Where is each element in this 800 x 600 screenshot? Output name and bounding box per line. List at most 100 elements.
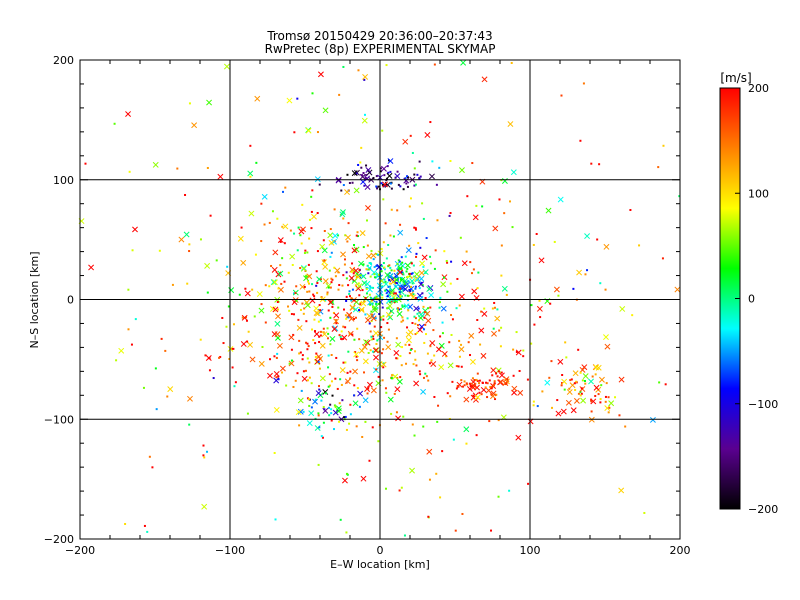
data-point (599, 282, 602, 285)
data-point (372, 337, 375, 340)
data-point (496, 375, 499, 378)
data-point (199, 238, 202, 241)
data-point (322, 331, 325, 334)
data-point (394, 285, 397, 288)
data-point (318, 183, 321, 186)
data-point-x (247, 170, 254, 177)
data-point-x (341, 334, 348, 341)
data-point (301, 302, 304, 305)
data-point (363, 300, 366, 303)
data-point (202, 454, 205, 457)
data-point (414, 333, 417, 336)
data-point-x (271, 279, 278, 286)
data-point (435, 472, 438, 475)
data-point-x (393, 349, 400, 356)
data-point (404, 343, 407, 346)
data-point (351, 288, 354, 291)
data-point (317, 463, 320, 466)
data-point (591, 375, 594, 378)
data-point (469, 354, 472, 357)
data-point (343, 416, 346, 419)
data-point-x (352, 400, 359, 407)
data-point (450, 260, 453, 263)
data-point-x (413, 380, 420, 387)
data-point-x (353, 351, 360, 358)
y-tick-label: 200 (53, 54, 74, 67)
data-point (387, 265, 390, 268)
data-point (340, 383, 343, 386)
data-point (360, 146, 363, 149)
data-point (360, 166, 363, 169)
data-point-x (603, 334, 609, 341)
data-point-x (353, 187, 360, 194)
data-point (350, 299, 353, 302)
data-point (355, 425, 358, 428)
data-point (418, 160, 421, 163)
data-point (253, 315, 256, 318)
data-point (199, 338, 202, 341)
data-point (263, 223, 266, 226)
data-point (522, 355, 525, 358)
data-point-x (370, 387, 377, 394)
data-point-x (331, 326, 338, 332)
data-point (488, 420, 491, 423)
data-point (330, 408, 333, 411)
data-point-x (674, 286, 681, 293)
data-point (406, 294, 409, 297)
data-point (254, 253, 257, 256)
data-point-x (373, 330, 379, 337)
data-point (273, 355, 276, 358)
data-point-x (593, 384, 600, 391)
data-point (325, 392, 328, 395)
data-point (604, 395, 607, 398)
data-point (361, 274, 364, 277)
data-point (557, 294, 560, 297)
data-point (489, 385, 492, 388)
data-point (505, 293, 508, 296)
data-point (498, 329, 501, 332)
data-point (370, 262, 373, 265)
data-point (348, 292, 351, 295)
data-point (409, 348, 412, 351)
data-point-x (286, 97, 293, 104)
data-point-x (469, 358, 476, 365)
data-point (570, 378, 573, 381)
data-point (341, 399, 344, 402)
data-point (378, 273, 381, 276)
data-point (296, 372, 299, 375)
data-point (448, 341, 451, 344)
data-point-x (435, 346, 442, 353)
data-point-x (303, 275, 310, 282)
data-point (298, 339, 301, 342)
data-point (357, 69, 360, 72)
data-point (365, 219, 368, 222)
data-point (310, 195, 313, 198)
data-point (345, 277, 348, 280)
data-point (418, 311, 421, 314)
data-point (238, 293, 241, 296)
data-point (281, 225, 284, 228)
data-point (401, 316, 404, 319)
data-point (366, 244, 369, 247)
data-point (389, 234, 392, 237)
data-point (419, 373, 422, 376)
data-point (396, 170, 399, 173)
data-point-x (282, 223, 289, 230)
data-point (550, 360, 553, 363)
data-point (515, 350, 518, 353)
data-point (455, 365, 458, 368)
data-point (283, 280, 286, 283)
data-point (375, 300, 378, 303)
data-point-x (458, 346, 465, 353)
data-point (276, 352, 279, 355)
data-point (353, 299, 356, 302)
data-point (411, 151, 414, 154)
data-point (308, 237, 311, 240)
data-point-x (152, 161, 159, 168)
data-point-x (390, 278, 397, 285)
data-point-x (557, 358, 564, 365)
data-point (386, 322, 389, 325)
data-point (340, 337, 343, 340)
data-point (366, 392, 369, 395)
data-point-x (395, 415, 402, 422)
